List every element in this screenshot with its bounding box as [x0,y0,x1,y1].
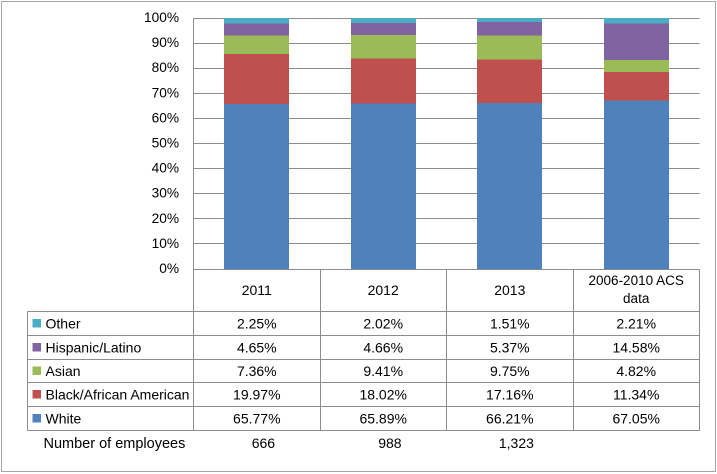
svg-text:2013: 2013 [494,282,525,298]
svg-text:9.41%: 9.41% [363,363,403,379]
svg-text:19.97%: 19.97% [233,386,280,402]
svg-text:1,323: 1,323 [499,435,534,451]
svg-text:90%: 90% [152,35,179,50]
svg-text:9.75%: 9.75% [490,363,530,379]
svg-text:17.16%: 17.16% [486,386,533,402]
svg-text:4.65%: 4.65% [237,339,277,355]
svg-text:2.02%: 2.02% [363,315,403,331]
svg-text:4.82%: 4.82% [616,363,656,379]
svg-text:2012: 2012 [368,282,399,298]
svg-text:20%: 20% [152,211,179,226]
svg-text:70%: 70% [152,85,179,100]
svg-text:7.36%: 7.36% [237,363,277,379]
svg-text:65.77%: 65.77% [233,410,280,426]
svg-text:60%: 60% [152,110,179,125]
svg-text:White: White [46,410,82,426]
svg-text:66.21%: 66.21% [486,410,533,426]
svg-text:2.21%: 2.21% [616,315,656,331]
svg-text:18.02%: 18.02% [359,386,406,402]
svg-text:2.25%: 2.25% [237,315,277,331]
svg-text:Number of employees: Number of employees [44,436,186,452]
svg-text:11.34%: 11.34% [613,386,659,402]
svg-text:Other: Other [46,315,81,331]
svg-text:2006-2010 ACS: 2006-2010 ACS [589,273,684,288]
svg-text:40%: 40% [152,161,179,176]
svg-text:988: 988 [378,435,402,451]
svg-text:2011: 2011 [242,282,272,298]
svg-text:data: data [623,291,650,306]
svg-text:1.51%: 1.51% [490,315,530,331]
svg-text:5.37%: 5.37% [490,339,530,355]
svg-text:Black/African American: Black/African American [46,386,190,402]
svg-text:4.66%: 4.66% [363,339,403,355]
svg-text:14.58%: 14.58% [612,339,659,355]
svg-text:67.05%: 67.05% [612,410,659,426]
svg-text:50%: 50% [152,136,179,151]
svg-text:100%: 100% [144,10,179,25]
svg-text:Asian: Asian [46,363,81,379]
svg-text:80%: 80% [152,60,179,75]
svg-text:30%: 30% [152,186,179,201]
svg-text:10%: 10% [152,236,179,251]
svg-text:0%: 0% [159,261,179,276]
svg-text:666: 666 [252,435,276,451]
svg-text:65.89%: 65.89% [359,410,406,426]
svg-text:Hispanic/Latino: Hispanic/Latino [46,339,142,355]
